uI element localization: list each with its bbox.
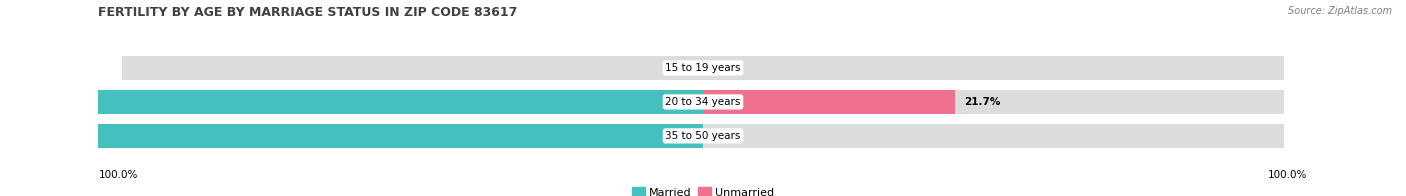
Text: 0.0%: 0.0% [713,63,738,73]
Text: 100.0%: 100.0% [98,170,138,180]
Text: 0.0%: 0.0% [668,63,693,73]
Text: 0.0%: 0.0% [713,131,738,141]
Text: 35 to 50 years: 35 to 50 years [665,131,741,141]
Legend: Married, Unmarried: Married, Unmarried [628,184,778,196]
Bar [0,90,703,114]
Bar [122,124,1284,148]
Bar [0,124,703,148]
Text: 21.7%: 21.7% [965,97,1001,107]
Text: Source: ZipAtlas.com: Source: ZipAtlas.com [1288,6,1392,16]
Bar [122,90,1284,114]
Bar [703,90,955,114]
Text: 15 to 19 years: 15 to 19 years [665,63,741,73]
Text: FERTILITY BY AGE BY MARRIAGE STATUS IN ZIP CODE 83617: FERTILITY BY AGE BY MARRIAGE STATUS IN Z… [98,6,517,19]
Bar [122,56,1284,80]
Text: 100.0%: 100.0% [1268,170,1308,180]
Text: 20 to 34 years: 20 to 34 years [665,97,741,107]
